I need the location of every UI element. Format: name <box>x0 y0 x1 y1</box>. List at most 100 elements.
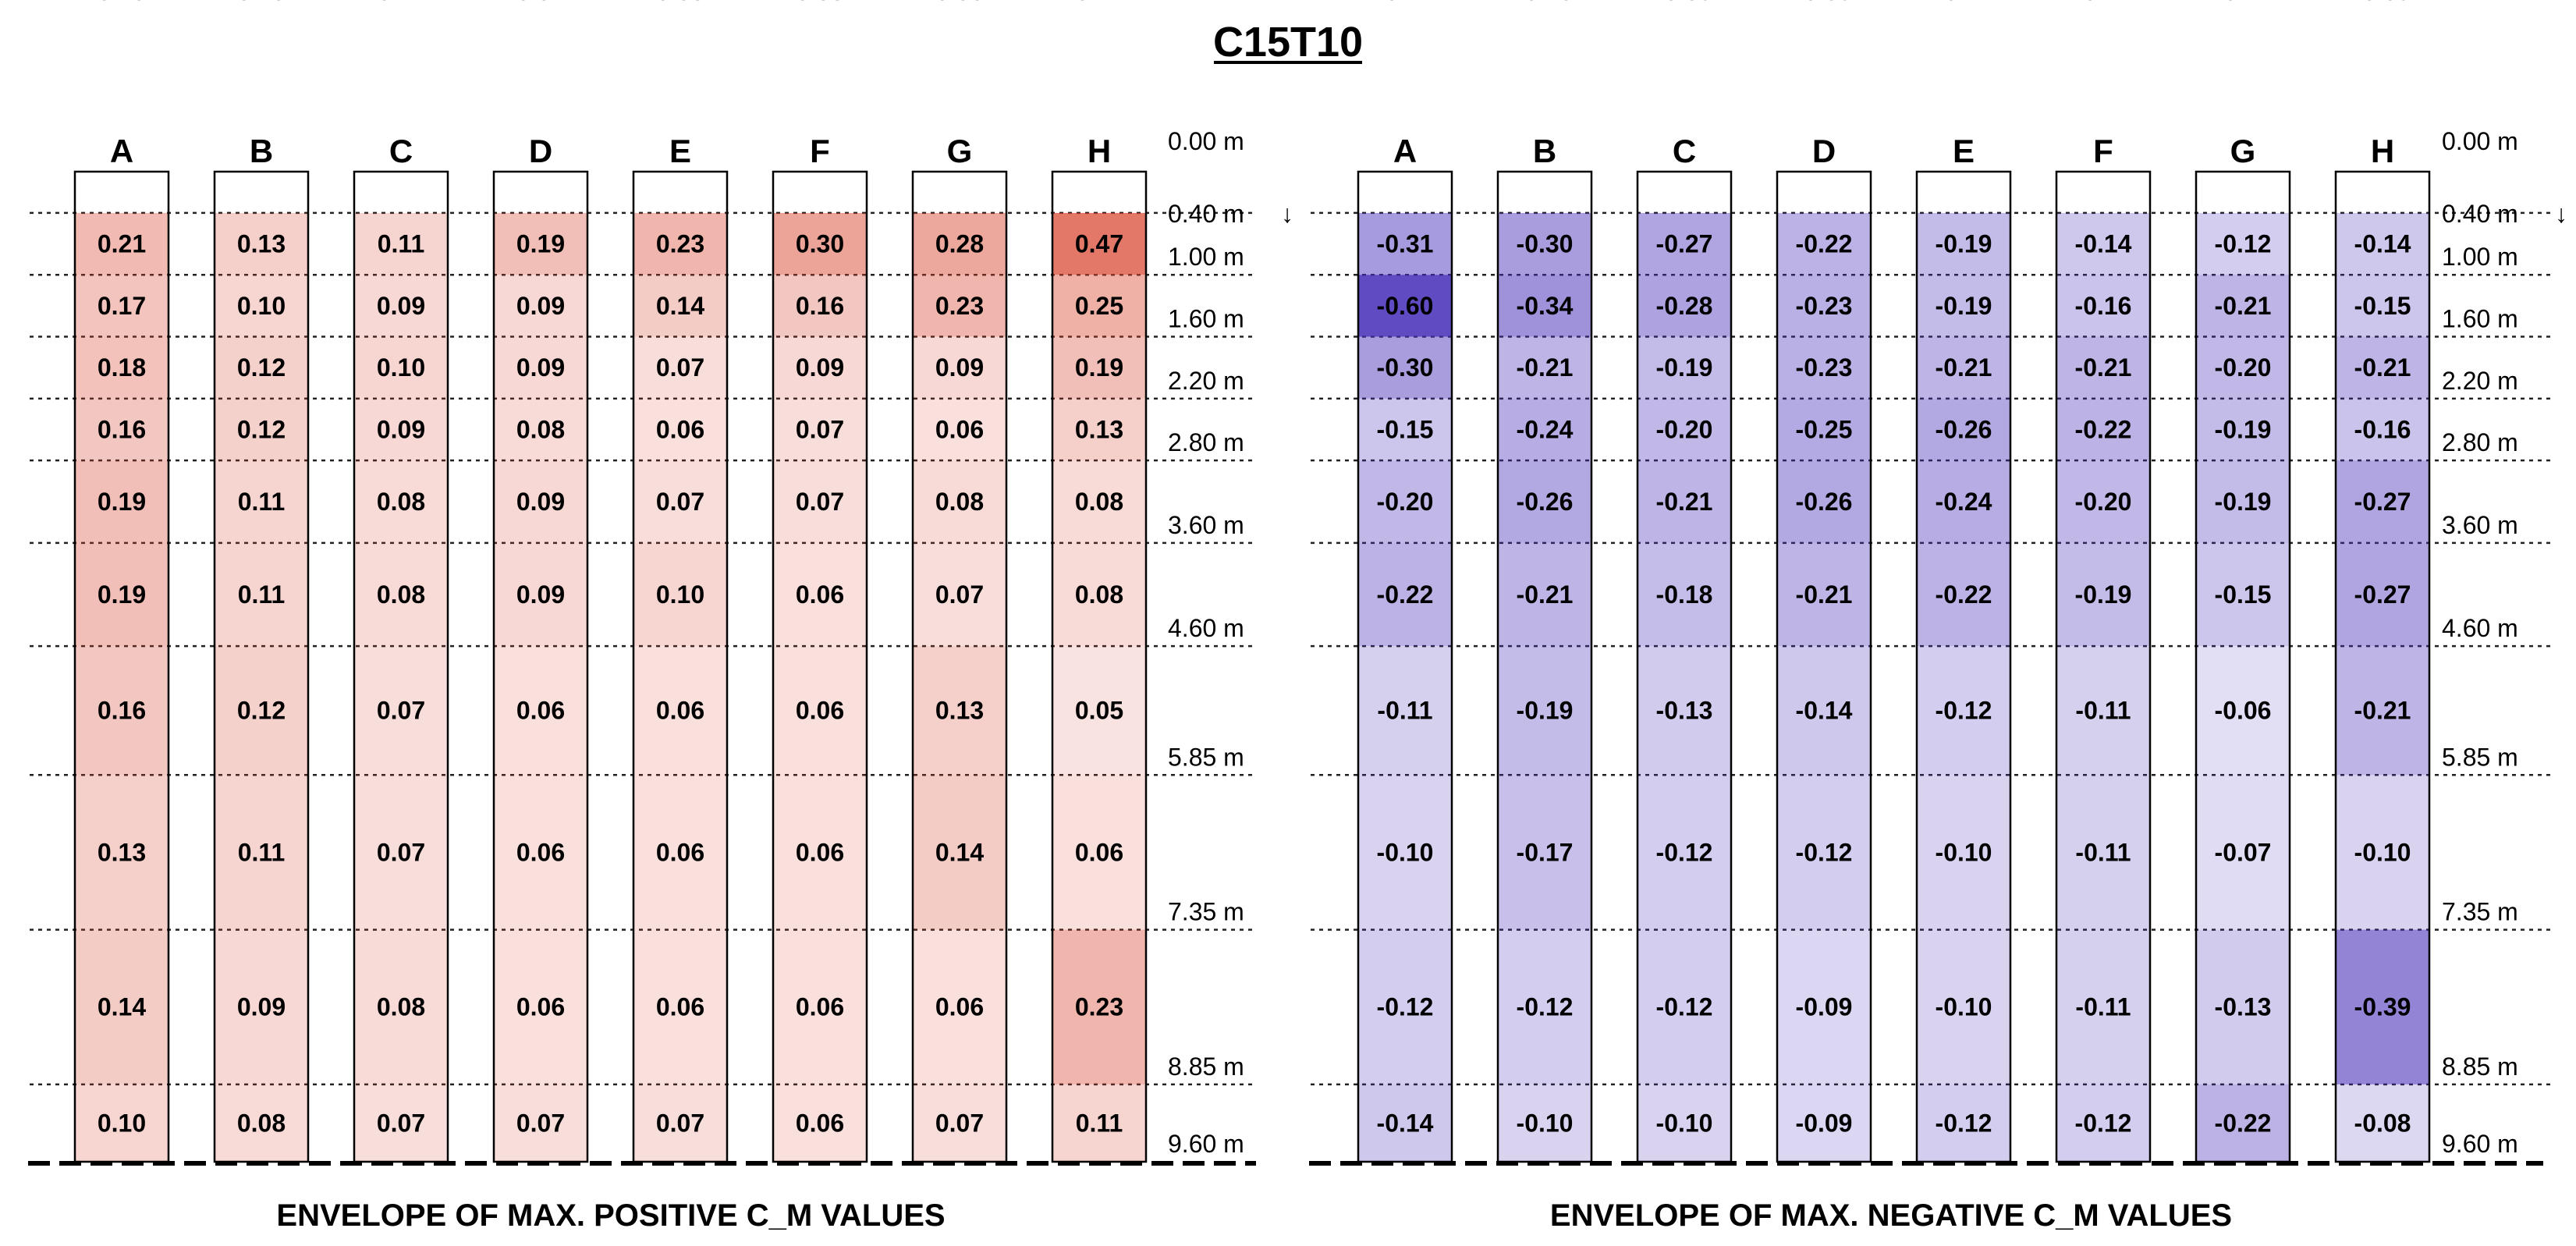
negative-column-label-D: D <box>1812 133 1836 169</box>
negative-value-G-5: -0.15 <box>2215 580 2272 609</box>
negative-cell-F-3 <box>2056 398 2150 461</box>
negative-cell-F-6 <box>2056 646 2150 776</box>
positive-value-F-5: 0.06 <box>796 580 844 609</box>
positive-cell-H-8 <box>1052 929 1146 1084</box>
positive-cell-H-2 <box>1052 336 1146 399</box>
positive-value-H-6: 0.05 <box>1075 697 1123 725</box>
positive-cell-F-7 <box>773 775 867 930</box>
negative-value-E-8: -0.10 <box>1936 993 1992 1021</box>
negative-cell-B-9 <box>1498 1084 1591 1162</box>
negative-cell-F-7 <box>2056 775 2150 930</box>
positive-value-D-4: 0.09 <box>516 488 565 516</box>
positive-column-label-E: E <box>669 133 691 169</box>
negative-cell-H-8 <box>2336 929 2429 1084</box>
negative-depth-label: 2.20 m <box>2442 367 2518 395</box>
negative-value-G-8: -0.13 <box>2215 993 2272 1021</box>
positive-value-D-0: 0.19 <box>516 230 565 258</box>
positive-depth-label: 2.80 m <box>1168 428 1244 456</box>
positive-value-D-5: 0.09 <box>516 580 565 609</box>
negative-value-A-9: -0.14 <box>1377 1109 1434 1137</box>
positive-value-B-9: 0.08 <box>237 1109 286 1137</box>
positive-cell-D-0 <box>494 212 587 275</box>
negative-value-A-0: -0.31 <box>1377 230 1434 258</box>
positive-cell-B-1 <box>215 275 308 337</box>
negative-value-E-1: -0.19 <box>1936 292 1992 320</box>
negative-cell-C-8 <box>1637 929 1731 1084</box>
positive-column-label-G: G <box>947 133 973 169</box>
positive-cell-B-7 <box>215 775 308 930</box>
negative-column-label-B: B <box>1533 133 1556 169</box>
negative-value-H-9: -0.08 <box>2354 1109 2411 1137</box>
negative-value-D-4: -0.26 <box>1796 488 1853 516</box>
positive-depth-label: 1.00 m <box>1168 243 1244 271</box>
negative-cell-G-4 <box>2196 460 2290 543</box>
positive-value-H-5: 0.08 <box>1075 580 1123 609</box>
negative-depth-label: 7.35 m <box>2442 898 2518 926</box>
negative-value-F-6: -0.11 <box>2075 697 2131 725</box>
negative-value-A-10: -0.14 <box>1377 0 1434 5</box>
negative-value-B-7: -0.17 <box>1517 838 1574 866</box>
negative-column-label-C: C <box>1673 133 1696 169</box>
negative-depth-label: 0.40 m <box>2442 200 2518 228</box>
positive-value-F-0: 0.30 <box>796 230 844 258</box>
positive-cell-G-1 <box>913 275 1006 337</box>
positive-cell-E-8 <box>633 929 727 1084</box>
positive-cell-B-5 <box>215 542 308 647</box>
negative-value-D-6: -0.14 <box>1796 697 1853 725</box>
negative-cell-A-4 <box>1358 460 1452 543</box>
negative-cell-E-6 <box>1917 646 2010 776</box>
negative-cell-E-7 <box>1917 775 2010 930</box>
positive-column-label-F: F <box>810 133 830 169</box>
positive-value-A-10: 0.10 <box>98 0 146 5</box>
positive-cell-C-8 <box>354 929 448 1084</box>
positive-column-outline-G <box>911 170 1008 1163</box>
positive-value-G-7: 0.14 <box>935 838 984 866</box>
negative-cell-C-2 <box>1637 336 1731 399</box>
positive-value-E-6: 0.06 <box>656 697 704 725</box>
positive-cell-F-9 <box>773 1084 867 1162</box>
negative-depth-label: 1.00 m <box>2442 243 2518 271</box>
chart-title: C15T10 <box>1213 19 1363 66</box>
negative-cell-D-2 <box>1777 336 1871 399</box>
negative-value-G-6: -0.06 <box>2215 697 2272 725</box>
negative-value-F-8: -0.11 <box>2075 993 2131 1021</box>
negative-cell-D-6 <box>1777 646 1871 776</box>
negative-depth-label: 8.85 m <box>2442 1053 2518 1081</box>
positive-column-label-C: C <box>389 133 413 169</box>
negative-value-C-9: -0.10 <box>1656 1109 1713 1137</box>
negative-cell-A-5 <box>1358 542 1452 647</box>
negative-value-H-2: -0.21 <box>2354 353 2411 382</box>
positive-value-E-2: 0.07 <box>656 353 704 382</box>
negative-column-label-G: G <box>2230 133 2256 169</box>
positive-cell-E-9 <box>633 1084 727 1162</box>
negative-cell-F-4 <box>2056 460 2150 543</box>
positive-cell-B-9 <box>215 1084 308 1162</box>
negative-cell-H-2 <box>2336 336 2429 399</box>
positive-cell-D-2 <box>494 336 587 399</box>
positive-value-B-8: 0.09 <box>237 993 286 1021</box>
negative-cell-D-3 <box>1777 398 1871 461</box>
positive-cell-A-0 <box>75 212 169 275</box>
positive-depth-label: 8.85 m <box>1168 1053 1244 1081</box>
negative-cell-F-8 <box>2056 929 2150 1084</box>
positive-value-G-4: 0.08 <box>935 488 984 516</box>
negative-cell-H-4 <box>2336 460 2429 543</box>
positive-cell-E-1 <box>633 275 727 337</box>
negative-value-H-6: -0.21 <box>2354 697 2411 725</box>
negative-cell-G-7 <box>2196 775 2290 930</box>
negative-value-E-3: -0.26 <box>1936 415 1992 443</box>
negative-cell-A-2 <box>1358 336 1452 399</box>
negative-down-arrow-icon: ↓ <box>2555 200 2567 228</box>
positive-value-E-0: 0.23 <box>656 230 704 258</box>
negative-cell-B-6 <box>1498 646 1591 776</box>
negative-value-C-4: -0.21 <box>1656 488 1713 516</box>
positive-value-B-10: 0.10 <box>237 0 286 5</box>
positive-value-G-5: 0.07 <box>935 580 984 609</box>
negative-value-C-7: -0.12 <box>1656 838 1713 866</box>
positive-value-E-1: 0.14 <box>656 292 704 320</box>
negative-cell-D-8 <box>1777 929 1871 1084</box>
negative-cell-C-1 <box>1637 275 1731 337</box>
negative-value-H-0: -0.14 <box>2354 230 2411 258</box>
positive-value-D-8: 0.06 <box>516 993 565 1021</box>
positive-value-F-3: 0.07 <box>796 415 844 443</box>
